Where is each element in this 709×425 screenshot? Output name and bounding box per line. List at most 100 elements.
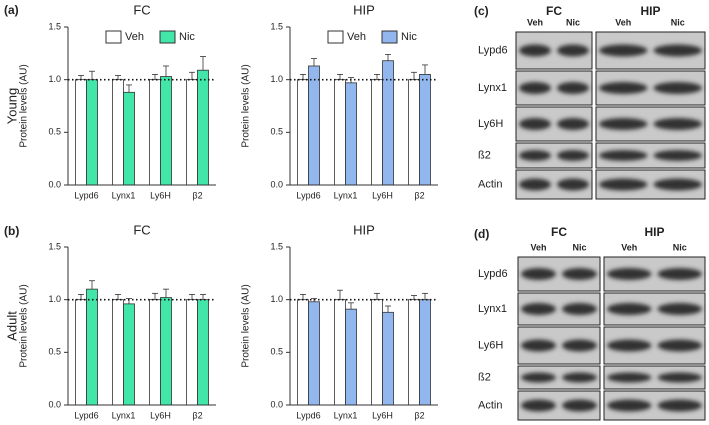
blot-band	[521, 303, 556, 315]
y-tick-label: 1.5	[48, 241, 61, 251]
blot-band	[519, 178, 551, 191]
blot-band	[521, 268, 556, 280]
error-bar	[189, 71, 195, 80]
x-tick-label: β2	[192, 410, 202, 420]
bar	[186, 299, 198, 406]
legend-label: Nic	[401, 31, 417, 43]
blot-background	[517, 365, 601, 390]
bar	[308, 301, 320, 406]
blot-band	[557, 150, 589, 161]
lane-label: Veh	[621, 242, 637, 252]
error-bar	[411, 71, 417, 80]
group-label: HIP	[640, 4, 660, 18]
lane-label: Veh	[527, 17, 543, 27]
error-bar	[152, 292, 158, 300]
blot-band	[599, 150, 648, 161]
blot-band	[562, 399, 597, 412]
blot-band	[599, 118, 648, 130]
lane-label: Nic	[566, 17, 580, 27]
row-label: Adult	[4, 311, 19, 341]
bar	[345, 82, 357, 186]
blot-band	[607, 399, 652, 412]
error-bar	[374, 74, 380, 80]
x-tick-label: Ly6H	[150, 410, 171, 420]
blot-band	[562, 372, 597, 383]
error-bar	[385, 53, 391, 61]
y-tick-label: 0.5	[48, 347, 61, 357]
panel-label: (c)	[474, 4, 489, 18]
bar	[419, 299, 431, 406]
blot-band	[521, 339, 556, 352]
error-bar	[374, 292, 380, 300]
row-label: Actin	[478, 399, 502, 411]
blot-band	[557, 44, 589, 57]
x-tick-label: Lynx1	[112, 190, 136, 200]
blot-band	[519, 82, 551, 94]
y-axis-label: Protein levels (AU)	[241, 284, 252, 367]
bar	[408, 79, 420, 186]
y-tick-label: 0.0	[270, 179, 283, 189]
y-tick-label: 1.5	[270, 241, 283, 251]
panel-label: (b)	[4, 224, 19, 238]
y-tick-label: 1.0	[270, 294, 283, 304]
blot-band	[519, 44, 551, 57]
chart-title: HIP	[353, 2, 375, 17]
blot-band	[599, 44, 648, 57]
blot-band	[557, 82, 589, 94]
blot-band	[653, 44, 702, 57]
error-bar	[115, 75, 121, 80]
blot-band	[607, 268, 652, 280]
legend-label: Nic	[179, 31, 195, 43]
blot-band	[653, 82, 702, 94]
x-tick-label: β2	[414, 410, 424, 420]
row-label: Lypd6	[478, 44, 508, 56]
blot-band	[519, 118, 551, 130]
chart-title: HIP	[353, 222, 375, 237]
row-label: Lynx1	[478, 82, 507, 94]
x-tick-label: Lypd6	[74, 410, 98, 420]
row-label: Ly6H	[478, 118, 503, 130]
error-bar	[89, 70, 95, 80]
row-label: Lypd6	[478, 268, 508, 280]
row-label: Lynx1	[478, 303, 507, 315]
blot-band	[607, 303, 652, 315]
blot-band	[521, 399, 556, 412]
legend-label: Veh	[347, 31, 366, 43]
bar	[112, 299, 124, 406]
blot-band	[562, 339, 597, 352]
x-tick-label: Lynx1	[112, 410, 136, 420]
bar	[371, 299, 383, 406]
bar	[149, 79, 161, 186]
bar	[160, 297, 172, 406]
panel-label: (a)	[4, 3, 19, 17]
blot-background	[603, 365, 706, 390]
blot-band	[607, 339, 652, 352]
lane-label: Nic	[572, 242, 586, 252]
bar	[75, 299, 87, 406]
error-bar	[126, 84, 132, 93]
lane-label: Nic	[673, 242, 687, 252]
x-tick-label: β2	[414, 190, 424, 200]
y-tick-label: 0.5	[48, 127, 61, 137]
blot-band	[653, 150, 702, 161]
x-tick-label: Lynx1	[334, 410, 358, 420]
y-tick-label: 0.0	[270, 399, 283, 409]
bar	[382, 311, 394, 406]
bar	[123, 91, 135, 186]
bar	[334, 79, 346, 186]
error-bar	[348, 302, 354, 310]
blot-band	[653, 178, 702, 191]
group-label: FC	[546, 4, 562, 18]
panel-label: (d)	[474, 227, 489, 241]
error-bar	[152, 74, 158, 80]
chart-title: FC	[133, 222, 150, 237]
bar	[382, 60, 394, 186]
y-tick-label: 1.0	[48, 74, 61, 84]
y-tick-label: 0.0	[48, 179, 61, 189]
bar	[112, 79, 124, 186]
bar	[186, 79, 198, 186]
blot-band	[657, 268, 702, 280]
bar	[197, 69, 209, 186]
x-tick-label: Lypd6	[296, 190, 320, 200]
error-bar	[115, 293, 121, 300]
